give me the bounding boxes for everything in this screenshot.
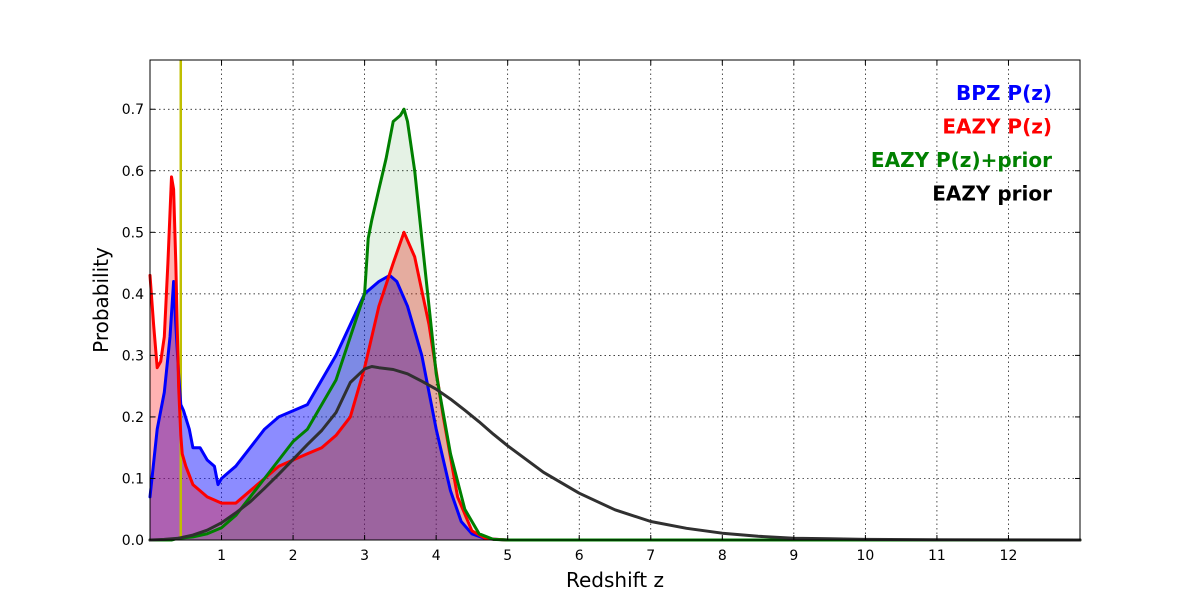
x-tick-label: 8: [718, 548, 727, 564]
x-tick-label: 1: [217, 548, 226, 564]
x-tick-label: 9: [789, 548, 798, 564]
y-axis-label: Probability: [89, 247, 113, 353]
x-tick-label: 11: [928, 548, 946, 564]
y-tick-label: 0.5: [122, 225, 144, 241]
y-tick-label: 0.6: [122, 164, 144, 180]
y-tick-label: 0.7: [122, 102, 144, 118]
axis-ticks: 1 2 3 4 5 6 7 8 9 10 11 120.00.10.20.30.40.50.60.7: [122, 60, 1080, 564]
legend-entry: BPZ P(z): [956, 81, 1052, 105]
series-fill-0: [150, 275, 1080, 540]
x-tick-label: 7: [646, 548, 655, 564]
series-fill-2: [150, 109, 1080, 540]
x-tick-label: 12: [1000, 548, 1018, 564]
plot-frame: [149, 59, 1081, 541]
legend-entry: EAZY P(z)+prior: [871, 148, 1052, 172]
x-tick-label: 4: [432, 548, 441, 564]
y-tick-label: 0.0: [122, 533, 144, 549]
legend-entry: EAZY prior: [932, 182, 1052, 206]
x-tick-label: 3: [360, 548, 369, 564]
series-line-2: [148, 107, 1082, 542]
y-tick-label: 0.3: [122, 348, 144, 364]
x-tick-label: 10: [856, 548, 874, 564]
series-fills: [150, 109, 1080, 540]
y-tick-label: 0.2: [122, 410, 144, 426]
y-tick-label: 0.1: [122, 471, 144, 487]
legend-entry: EAZY P(z): [942, 115, 1052, 139]
x-tick-label: 5: [503, 548, 512, 564]
x-axis-label: Redshift z: [566, 568, 664, 592]
grid: [150, 60, 1080, 541]
series-line-3: [148, 365, 1082, 542]
x-tick-label: 2: [289, 548, 298, 564]
legend: BPZ P(z) EAZY P(z) EAZY P(z)+prior EAZY pri…: [871, 81, 1052, 206]
plot-border: [149, 59, 1081, 541]
y-tick-label: 0.4: [122, 287, 144, 303]
series-fill-1: [150, 176, 1080, 540]
series-lines: [148, 107, 1082, 542]
x-tick-label: 6: [575, 548, 584, 564]
